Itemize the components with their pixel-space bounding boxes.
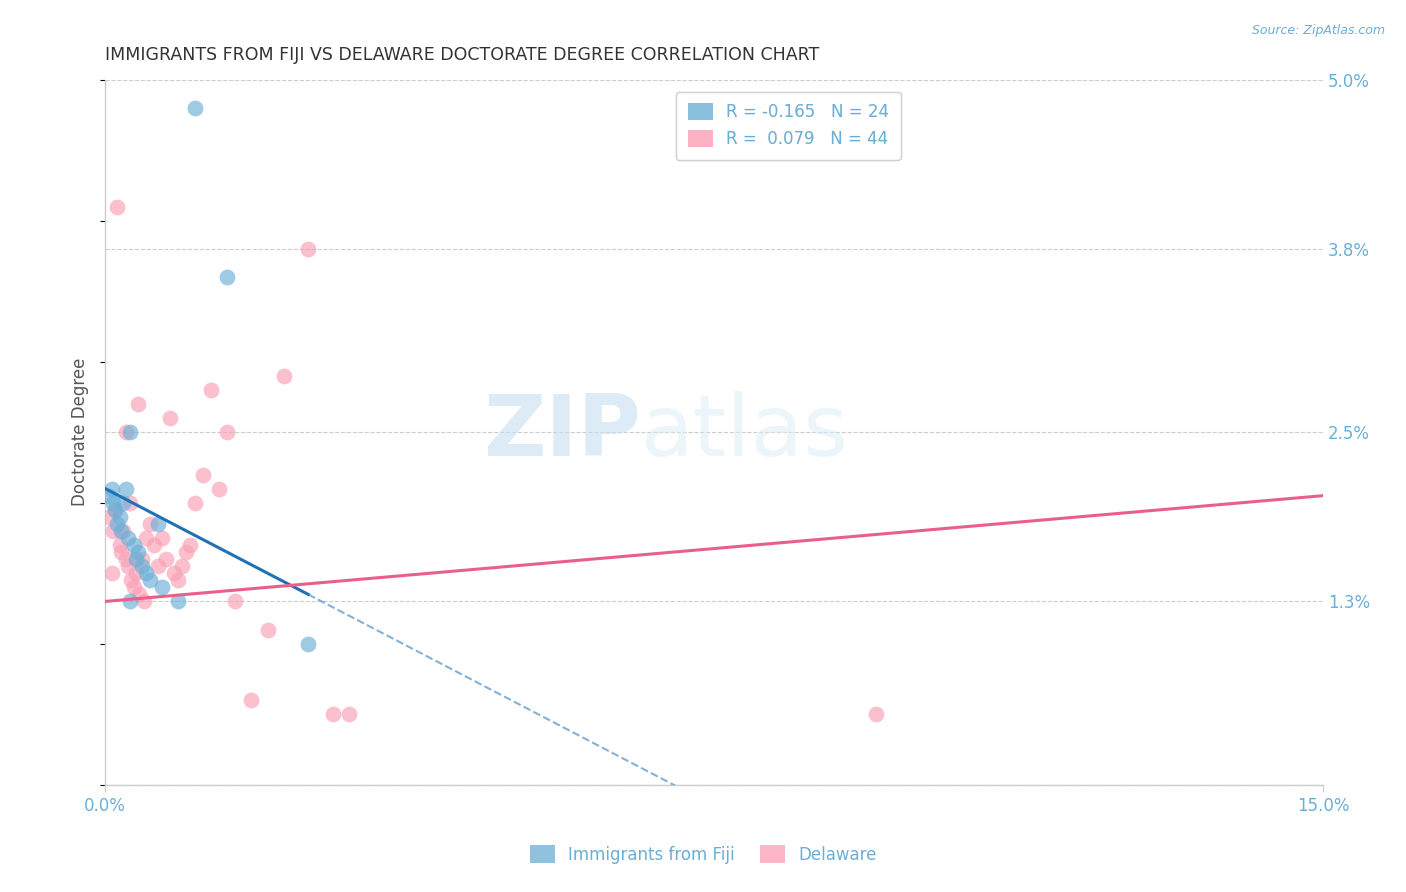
Point xyxy=(240,693,263,707)
Point xyxy=(172,559,194,574)
Point xyxy=(337,707,360,722)
Point xyxy=(104,502,127,516)
Point xyxy=(155,552,177,566)
Point xyxy=(321,707,343,722)
Point xyxy=(135,531,157,545)
Point xyxy=(127,397,149,411)
Point xyxy=(105,516,128,531)
Point xyxy=(131,559,153,574)
Point xyxy=(159,411,181,425)
Point xyxy=(118,425,141,440)
Point xyxy=(128,587,150,601)
Point xyxy=(122,580,145,594)
Point xyxy=(142,538,165,552)
Point xyxy=(150,531,173,545)
Point xyxy=(125,566,148,581)
Point xyxy=(179,538,201,552)
Point xyxy=(98,489,121,503)
Point xyxy=(865,707,887,722)
Point xyxy=(120,574,142,588)
Point xyxy=(176,545,198,559)
Point xyxy=(297,637,319,651)
Point xyxy=(256,623,278,637)
Point xyxy=(122,538,145,552)
Point xyxy=(167,594,190,608)
Legend: R = -0.165   N = 24, R =  0.079   N = 44: R = -0.165 N = 24, R = 0.079 N = 44 xyxy=(676,92,901,160)
Point xyxy=(134,594,156,608)
Point xyxy=(104,502,127,516)
Point xyxy=(167,574,190,588)
Point xyxy=(146,559,169,574)
Point xyxy=(183,101,205,115)
Point xyxy=(98,509,121,524)
Point xyxy=(208,482,231,496)
Point xyxy=(191,467,214,482)
Point xyxy=(100,566,122,581)
Point xyxy=(108,538,131,552)
Point xyxy=(114,552,136,566)
Point xyxy=(103,496,125,510)
Point xyxy=(215,425,238,440)
Point xyxy=(117,559,139,574)
Point xyxy=(103,524,125,538)
Point xyxy=(273,368,295,383)
Point xyxy=(112,524,135,538)
Point xyxy=(112,496,135,510)
Point xyxy=(110,524,132,538)
Text: ZIP: ZIP xyxy=(484,391,641,474)
Point xyxy=(215,270,238,285)
Point xyxy=(125,552,148,566)
Text: Source: ZipAtlas.com: Source: ZipAtlas.com xyxy=(1251,24,1385,37)
Point xyxy=(117,531,139,545)
Point xyxy=(114,482,136,496)
Point xyxy=(100,482,122,496)
Y-axis label: Doctorate Degree: Doctorate Degree xyxy=(72,358,89,507)
Point xyxy=(135,566,157,581)
Legend: Immigrants from Fiji, Delaware: Immigrants from Fiji, Delaware xyxy=(523,838,883,871)
Point xyxy=(131,552,153,566)
Point xyxy=(183,496,205,510)
Point xyxy=(118,496,141,510)
Point xyxy=(163,566,186,581)
Point xyxy=(118,594,141,608)
Text: IMMIGRANTS FROM FIJI VS DELAWARE DOCTORATE DEGREE CORRELATION CHART: IMMIGRANTS FROM FIJI VS DELAWARE DOCTORA… xyxy=(105,46,820,64)
Point xyxy=(139,574,162,588)
Point xyxy=(105,200,128,214)
Point xyxy=(146,516,169,531)
Point xyxy=(200,383,222,397)
Point xyxy=(139,516,162,531)
Point xyxy=(108,509,131,524)
Point xyxy=(110,545,132,559)
Point xyxy=(150,580,173,594)
Point xyxy=(127,545,149,559)
Point xyxy=(114,425,136,440)
Point xyxy=(224,594,246,608)
Point xyxy=(297,242,319,256)
Text: atlas: atlas xyxy=(641,391,849,474)
